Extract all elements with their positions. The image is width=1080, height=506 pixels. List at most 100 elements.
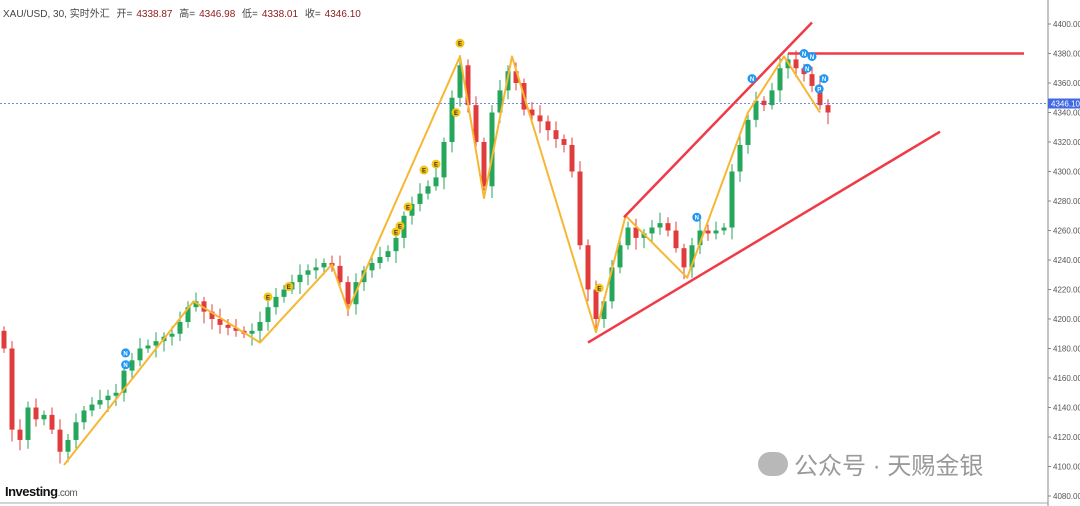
candle-body	[321, 262, 327, 268]
candle-body	[73, 422, 79, 440]
candle-body	[529, 109, 535, 116]
candle-body	[105, 395, 111, 401]
candle-body	[761, 100, 767, 106]
candle-body	[625, 227, 631, 246]
candle-body	[225, 324, 231, 328]
candle-body	[601, 301, 607, 319]
signal-marker-label: N	[802, 52, 806, 58]
signal-marker	[799, 49, 809, 58]
open-value: 4338.87	[136, 9, 173, 20]
y-tick-label: 4220.00	[1053, 286, 1080, 295]
candle-body	[769, 90, 775, 106]
candle-body	[537, 115, 543, 122]
candle-body	[25, 407, 31, 440]
candle-body	[1, 330, 7, 349]
signal-marker-label: E	[434, 163, 438, 169]
y-tick-label: 4240.00	[1053, 256, 1080, 265]
y-tick-label: 4180.00	[1053, 345, 1080, 354]
signal-marker	[403, 202, 413, 212]
y-tick-label: 4400.00	[1053, 20, 1080, 29]
candle-body	[577, 171, 583, 246]
candle-body	[617, 245, 623, 268]
signal-marker	[431, 159, 441, 169]
candle-body	[441, 142, 447, 178]
signal-marker	[419, 165, 429, 175]
candle-body	[97, 400, 103, 405]
candle-body	[689, 245, 695, 268]
candle-body	[153, 341, 159, 346]
candle-body	[385, 251, 391, 258]
chart-header: XAU/USD, 30, 实时外汇 开= 4338.87 高= 4346.98 低=…	[3, 5, 365, 20]
candle-body	[665, 223, 671, 231]
candle-body	[33, 407, 39, 420]
candle-body	[497, 90, 503, 113]
signal-marker	[121, 360, 131, 370]
candle-body	[409, 203, 415, 216]
candle-body	[553, 130, 559, 140]
candle-body	[145, 345, 151, 349]
y-tick-label: 4280.00	[1053, 197, 1080, 206]
candle-body	[137, 348, 143, 361]
candle-body	[657, 223, 663, 228]
open-label: 开=	[116, 9, 133, 20]
high-value: 4346.98	[199, 9, 236, 20]
candle-body	[809, 74, 815, 86]
signal-marker-label: E	[398, 225, 402, 231]
signal-marker	[121, 348, 131, 358]
candle-body	[817, 85, 823, 106]
wechat-icon	[758, 451, 788, 476]
candle-body	[473, 105, 479, 142]
signal-marker-label: E	[458, 42, 462, 48]
signal-marker-label: N	[810, 55, 814, 61]
y-tick-label: 4120.00	[1053, 433, 1080, 442]
candle-body	[681, 248, 687, 268]
candle-body	[825, 105, 831, 113]
candle-body	[281, 289, 287, 297]
candle-body	[9, 348, 15, 430]
signal-marker-label: N	[805, 67, 809, 73]
signal-marker-label: N	[123, 351, 127, 357]
current-price-label: 4346.10	[1051, 100, 1080, 109]
candle-body	[217, 319, 223, 325]
candle-body	[233, 327, 239, 331]
signal-marker-label: E	[597, 287, 601, 293]
candle-body	[49, 414, 55, 430]
symbol-label[interactable]: XAU/USD, 30, 实时外汇	[3, 9, 110, 20]
candle-body	[569, 144, 575, 172]
signal-marker-label: E	[454, 111, 458, 117]
candle-body	[417, 193, 423, 204]
candle-body	[313, 267, 319, 271]
y-tick-label: 4300.00	[1053, 168, 1080, 177]
signal-marker-label: E	[394, 230, 398, 236]
candle-body	[737, 144, 743, 172]
y-tick-label: 4360.00	[1053, 79, 1080, 88]
candle-body	[673, 230, 679, 249]
close-value: 4346.10	[324, 9, 361, 20]
y-tick-label: 4340.00	[1053, 109, 1080, 118]
candle-body	[433, 177, 439, 187]
signal-marker	[391, 227, 401, 237]
signal-marker-label: P	[817, 87, 821, 93]
candle-body	[369, 262, 375, 271]
candle-body	[633, 227, 639, 238]
signal-marker	[451, 108, 461, 117]
candle-body	[337, 265, 343, 283]
candle-body	[489, 112, 495, 187]
candle-body	[177, 321, 183, 334]
candle-body	[729, 171, 735, 228]
candle-body	[777, 68, 783, 91]
candle-body	[57, 429, 63, 452]
candle-body	[209, 311, 215, 319]
candle-body	[721, 227, 727, 231]
candle-body	[545, 121, 551, 131]
trend-line	[587, 130, 941, 344]
high-label: 高=	[179, 9, 196, 20]
candle-body	[393, 237, 399, 252]
candle-body	[705, 230, 711, 234]
candle-body	[481, 142, 487, 187]
candle-body	[305, 270, 311, 275]
y-tick-label: 4320.00	[1053, 138, 1080, 147]
candle-body	[793, 59, 799, 69]
signal-marker-label: N	[750, 77, 754, 83]
